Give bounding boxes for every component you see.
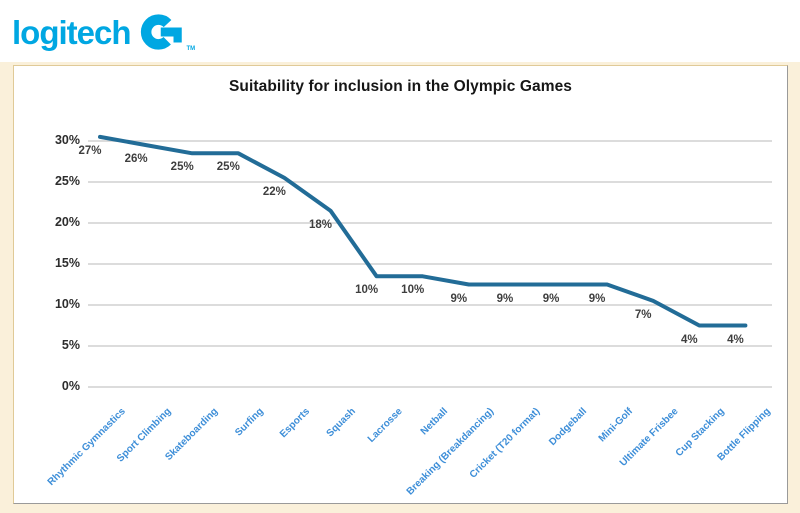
- logitech-g-icon: [140, 14, 182, 50]
- data-point-label: 9%: [496, 292, 514, 305]
- data-point-label: 7%: [634, 308, 652, 321]
- y-axis-tick-label: 5%: [61, 338, 80, 352]
- y-axis-tick-label: 10%: [54, 297, 80, 311]
- data-point-label: 10%: [355, 284, 379, 297]
- y-axis-tick-label: 15%: [54, 256, 80, 270]
- y-axis-tick-label: 25%: [54, 174, 80, 188]
- data-point-label: 22%: [262, 185, 286, 198]
- data-point-label: 25%: [170, 161, 194, 174]
- y-axis-tick-label: 20%: [54, 215, 80, 229]
- data-point-label: 9%: [588, 292, 606, 305]
- data-point-label: 27%: [78, 144, 102, 157]
- chart-card: Suitability for inclusion in the Olympic…: [13, 65, 788, 504]
- data-point-label: 9%: [450, 292, 468, 305]
- logitech-logo-text: logitech: [12, 13, 132, 51]
- data-point-label: 10%: [401, 284, 425, 297]
- y-axis-tick-label: 30%: [54, 133, 80, 147]
- trademark-label: TM: [186, 46, 196, 52]
- chart-title: Suitability for inclusion in the Olympic…: [228, 78, 573, 95]
- chart-canvas: [88, 134, 772, 388]
- suitability-line: [98, 134, 748, 328]
- logitech-g-logo: logitech TM: [12, 6, 195, 58]
- data-point-label: 9%: [542, 292, 560, 305]
- data-point-label: 25%: [216, 161, 240, 174]
- plot-area: 0% 5% 10% 15% 20% 25% 30% 27% Rhythmic Gymnastic…: [14, 66, 787, 503]
- data-point-label: 18%: [308, 218, 333, 231]
- chart-panel: Suitability for inclusion in the Olympic…: [0, 62, 800, 513]
- data-point-label: 4%: [680, 333, 698, 346]
- data-point-label: 4%: [727, 333, 744, 346]
- data-point-label: 26%: [124, 153, 148, 166]
- y-axis-tick-label: 0%: [61, 379, 80, 393]
